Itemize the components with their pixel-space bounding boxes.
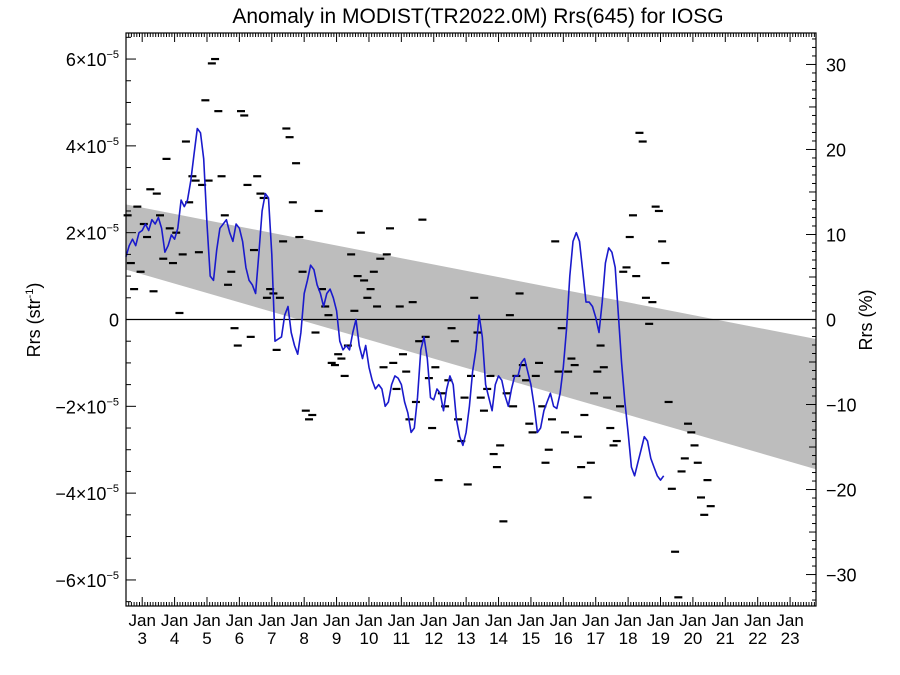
x-tick-year-label: 10 bbox=[359, 629, 378, 648]
left-axis-tick-labels: 6×10−5 4×10−5 2×10−5 0 −2×10−5 −4×10−5 −6×10−5 bbox=[55, 49, 119, 591]
x-tick-year-label: 4 bbox=[170, 629, 179, 648]
x-tick-year-label: 8 bbox=[299, 629, 308, 648]
x-tick-month-label: Jan bbox=[647, 611, 674, 630]
chart-title: Anomaly in MODIST(TR2022.0M) Rrs(645) fo… bbox=[232, 5, 723, 28]
right-axis-tick-labels: 30 20 10 0 −10 −20 −30 bbox=[826, 55, 857, 585]
x-tick-month-label: Jan bbox=[420, 611, 447, 630]
x-tick-month-label: Jan bbox=[388, 611, 415, 630]
x-tick-month-label: Jan bbox=[128, 611, 155, 630]
x-tick-year-label: 21 bbox=[716, 629, 735, 648]
axis-ticks bbox=[125, 33, 816, 606]
x-tick-month-label: Jan bbox=[517, 611, 544, 630]
x-tick-year-label: 22 bbox=[748, 629, 767, 648]
x-tick-year-label: 7 bbox=[267, 629, 276, 648]
x-tick-month-label: Jan bbox=[614, 611, 641, 630]
right-tick-label: 10 bbox=[826, 225, 846, 245]
x-tick-month-label: Jan bbox=[485, 611, 512, 630]
x-tick-year-label: 17 bbox=[586, 629, 605, 648]
x-tick-year-label: 3 bbox=[137, 629, 146, 648]
x-tick-month-label: Jan bbox=[744, 611, 771, 630]
y-axis-right-label: Rrs (%) bbox=[856, 290, 876, 351]
x-tick-year-label: 20 bbox=[683, 629, 702, 648]
x-tick-month-label: Jan bbox=[550, 611, 577, 630]
x-tick-month-label: Jan bbox=[290, 611, 317, 630]
x-tick-month-label: Jan bbox=[193, 611, 220, 630]
left-tick-label: 4×10−5 bbox=[66, 136, 119, 157]
x-tick-year-label: 9 bbox=[332, 629, 341, 648]
left-tick-label: 2×10−5 bbox=[66, 223, 119, 244]
x-tick-year-label: 19 bbox=[651, 629, 670, 648]
left-tick-label: −2×10−5 bbox=[55, 396, 119, 417]
right-tick-label: 0 bbox=[826, 311, 836, 331]
right-tick-label: −20 bbox=[826, 481, 857, 501]
left-tick-label: 6×10−5 bbox=[66, 49, 119, 70]
left-tick-label: −4×10−5 bbox=[55, 483, 119, 504]
x-tick-month-label: Jan bbox=[712, 611, 739, 630]
x-tick-year-label: 23 bbox=[781, 629, 800, 648]
right-tick-label: 20 bbox=[826, 140, 846, 160]
right-tick-label: −10 bbox=[826, 396, 857, 416]
x-tick-year-label: 11 bbox=[393, 629, 411, 648]
right-tick-label: −30 bbox=[826, 566, 857, 586]
x-tick-month-label: Jan bbox=[161, 611, 188, 630]
x-tick-month-label: Jan bbox=[582, 611, 609, 630]
left-tick-label: −6×10−5 bbox=[55, 570, 119, 591]
x-tick-month-label: Jan bbox=[776, 611, 803, 630]
plot-area bbox=[123, 57, 816, 599]
x-tick-year-label: 14 bbox=[489, 629, 508, 648]
x-tick-month-label: Jan bbox=[679, 611, 706, 630]
left-tick-label: 0 bbox=[109, 311, 119, 331]
trend-band bbox=[126, 204, 816, 470]
x-tick-month-label: Jan bbox=[323, 611, 350, 630]
x-tick-year-label: 6 bbox=[235, 629, 244, 648]
x-tick-year-label: 16 bbox=[554, 629, 573, 648]
x-tick-year-label: 18 bbox=[619, 629, 638, 648]
x-tick-month-label: Jan bbox=[355, 611, 382, 630]
x-tick-year-label: 5 bbox=[202, 629, 211, 648]
x-tick-month-label: Jan bbox=[452, 611, 479, 630]
x-axis-tick-labels: Jan3Jan4Jan5Jan6Jan7Jan8Jan9Jan10Jan11Ja… bbox=[128, 611, 803, 648]
y-axis-left-label: Rrs (str-1) bbox=[24, 283, 44, 358]
smoothed-series-line bbox=[125, 127, 665, 481]
x-tick-year-label: 13 bbox=[457, 629, 476, 648]
x-tick-year-label: 12 bbox=[424, 629, 443, 648]
right-tick-label: 30 bbox=[826, 55, 846, 75]
x-tick-month-label: Jan bbox=[258, 611, 285, 630]
x-tick-month-label: Jan bbox=[226, 611, 253, 630]
x-tick-year-label: 15 bbox=[521, 629, 540, 648]
